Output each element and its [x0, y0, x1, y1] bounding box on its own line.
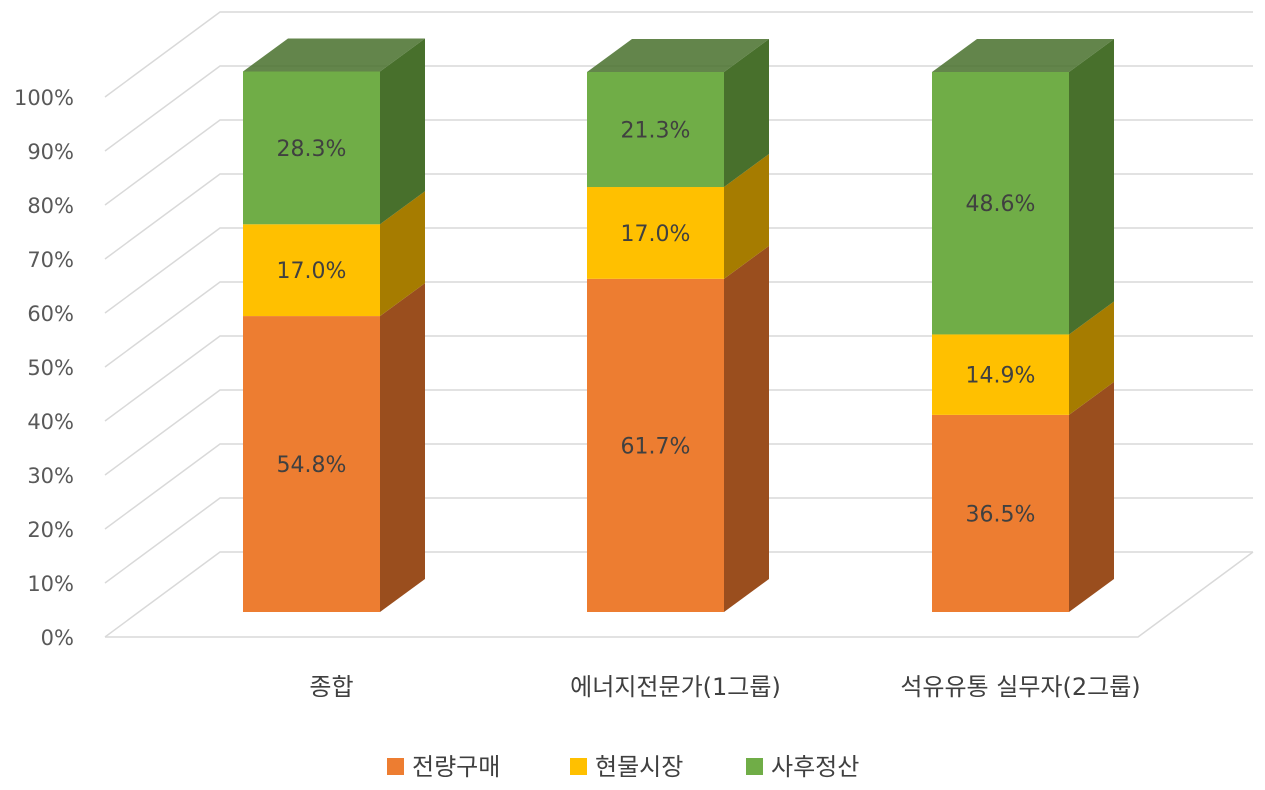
- legend-label: 사후정산: [771, 753, 859, 781]
- gridline: [104, 281, 1253, 368]
- legend-swatch: [387, 758, 404, 775]
- legend-swatch: [570, 758, 587, 775]
- gridline: [104, 335, 1253, 422]
- gridline: [104, 227, 1253, 314]
- bar-front: [587, 187, 724, 279]
- bar-segment: 17.0%: [587, 154, 769, 279]
- bar-front: [243, 71, 380, 225]
- y-axis-ticks: 0% 10% 20% 30% 40% 50% 60% 70% 80% 90% 100%: [14, 86, 74, 650]
- y-tick-label: 80%: [27, 194, 74, 218]
- y-tick-label: 60%: [27, 302, 74, 326]
- y-tick-label: 10%: [27, 572, 74, 596]
- data-label: 17.0%: [621, 222, 691, 247]
- bar-front: [932, 334, 1069, 415]
- bar-front: [243, 224, 380, 317]
- bar-front: [932, 414, 1069, 612]
- bar-front: [932, 72, 1069, 335]
- gridline: [104, 119, 1253, 206]
- bar-side: [724, 39, 769, 188]
- legend-swatch: [746, 758, 763, 775]
- bar-side: [724, 154, 769, 279]
- bar-side: [380, 283, 425, 612]
- y-tick-label: 100%: [14, 86, 74, 110]
- bar-top: [243, 38, 425, 72]
- bars: 54.8% 17.0% 28.3% 종합 61.7% 17.0% 21.3% 에너지전문가(1…: [243, 38, 1141, 701]
- gridline: [104, 443, 1253, 530]
- bar-segment: 21.3%: [587, 39, 769, 188]
- bar-segment: 28.3%: [243, 38, 425, 225]
- bar-side: [1069, 381, 1114, 612]
- bar-segment: 48.6%: [932, 39, 1114, 335]
- y-tick-label: 40%: [27, 410, 74, 434]
- gridline: [104, 389, 1253, 476]
- bar-segment: 61.7%: [587, 245, 769, 612]
- bar-front: [587, 72, 724, 188]
- data-label: 21.3%: [621, 119, 691, 144]
- bar-top: [932, 39, 1114, 72]
- bar-front: [243, 316, 380, 612]
- data-label: 36.5%: [966, 502, 1036, 527]
- gridline: [104, 497, 1253, 584]
- legend-label: 현물시장: [595, 753, 683, 781]
- bar-side: [1069, 301, 1114, 415]
- gridline: [104, 65, 1253, 152]
- data-label: 54.8%: [277, 453, 347, 478]
- legend: 전량구매 현물시장 사후정산: [387, 753, 859, 781]
- bar-segment: 54.8%: [243, 283, 425, 612]
- y-tick-label: 50%: [27, 356, 74, 380]
- y-tick-label: 90%: [27, 140, 74, 164]
- bar-side: [1069, 39, 1114, 335]
- y-tick-label: 30%: [27, 464, 74, 488]
- bar-side: [724, 245, 769, 612]
- gridline: [104, 551, 1253, 638]
- bar-side: [380, 38, 425, 225]
- y-tick-label: 70%: [27, 248, 74, 272]
- category-label: 석유유통 실무자(2그룹): [900, 673, 1140, 701]
- bar-side: [380, 191, 425, 317]
- floor-edge: [105, 551, 1254, 638]
- gridlines: [104, 11, 1254, 638]
- data-label: 17.0%: [277, 259, 347, 284]
- bar-segment: 36.5%: [932, 381, 1114, 612]
- gridline: [104, 173, 1253, 260]
- category-label: 종합: [309, 673, 353, 701]
- data-label: 28.3%: [277, 137, 347, 162]
- y-tick-label: 0%: [41, 626, 74, 650]
- data-label: 61.7%: [621, 434, 691, 459]
- bar-segment: 17.0%: [243, 191, 425, 317]
- legend-label: 전량구매: [412, 753, 500, 781]
- y-tick-label: 20%: [27, 518, 74, 542]
- data-label: 48.6%: [966, 192, 1036, 217]
- data-label: 14.9%: [966, 364, 1036, 389]
- gridline: [104, 11, 1253, 98]
- category-label: 에너지전문가(1그룹): [570, 673, 781, 701]
- bar-segment: 14.9%: [932, 301, 1114, 415]
- bar-top: [587, 39, 769, 72]
- bar-front: [587, 278, 724, 612]
